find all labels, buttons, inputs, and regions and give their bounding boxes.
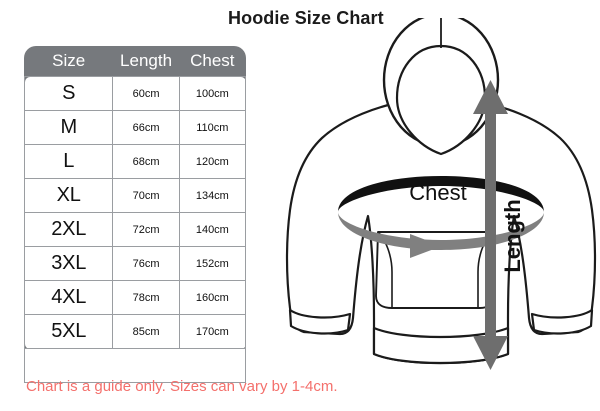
- page-title: Hoodie Size Chart: [228, 8, 384, 28]
- length-label: Length: [500, 199, 525, 272]
- column-header-length: Length: [120, 51, 173, 70]
- hoodie-cuff-left: [288, 308, 352, 335]
- cell-length: 85cm: [112, 314, 180, 349]
- cell-size: XL: [23, 178, 114, 213]
- cell-length: 70cm: [112, 178, 180, 213]
- cell-length: 66cm: [112, 110, 180, 145]
- table-row: 2XL 72cm 140cm: [23, 212, 247, 247]
- cell-size: 3XL: [23, 246, 114, 281]
- cell-chest: 134cm: [178, 178, 247, 213]
- table-row: 3XL 76cm 152cm: [23, 246, 247, 281]
- table-row: M 66cm 110cm: [23, 110, 247, 145]
- table-row: 4XL 78cm 160cm: [23, 280, 247, 315]
- table-row: L 68cm 120cm: [23, 144, 247, 179]
- table-row: 5XL 85cm 170cm: [23, 314, 247, 349]
- cell-size: S: [23, 76, 114, 111]
- cell-size: 5XL: [23, 314, 114, 349]
- cell-length: 68cm: [112, 144, 180, 179]
- cell-chest: 100cm: [178, 76, 247, 111]
- hoodie-cuff-right: [530, 308, 594, 335]
- disclaimer-note: Chart is a guide only. Sizes can vary by…: [26, 378, 338, 395]
- column-header-chest: Chest: [190, 51, 235, 70]
- cell-length: 76cm: [112, 246, 180, 281]
- table-row: S 60cm 100cm: [23, 76, 247, 111]
- cell-length: 78cm: [112, 280, 180, 315]
- size-chart-table: Size Length Chest S 60cm 100cm M 66cm 11…: [23, 46, 247, 383]
- length-arrow-up-icon: [473, 80, 508, 114]
- length-arrow-down-icon: [473, 336, 508, 370]
- cell-chest: 120cm: [178, 144, 247, 179]
- hoodie-illustration: Chest Length: [282, 18, 600, 378]
- length-measure-arrow: [473, 80, 508, 370]
- hood-opening: [395, 44, 487, 156]
- cell-chest: 110cm: [178, 110, 247, 145]
- cell-chest: 152cm: [178, 246, 247, 281]
- cell-size: 4XL: [23, 280, 114, 315]
- cell-length: 72cm: [112, 212, 180, 247]
- cell-chest: 170cm: [178, 314, 247, 349]
- chest-label: Chest: [409, 180, 466, 205]
- cell-size: M: [23, 110, 114, 145]
- table-header-row: Size Length Chest: [25, 46, 246, 77]
- cell-chest: 140cm: [178, 212, 247, 247]
- cell-chest: 160cm: [178, 280, 247, 315]
- column-header-size: Size: [52, 51, 86, 70]
- table-row: XL 70cm 134cm: [23, 178, 247, 213]
- chest-rotation-arrow-icon: [410, 234, 442, 258]
- cell-size: L: [23, 144, 114, 179]
- length-arrow-shaft: [485, 100, 496, 350]
- cell-size: 2XL: [23, 212, 114, 247]
- cell-length: 60cm: [112, 76, 180, 111]
